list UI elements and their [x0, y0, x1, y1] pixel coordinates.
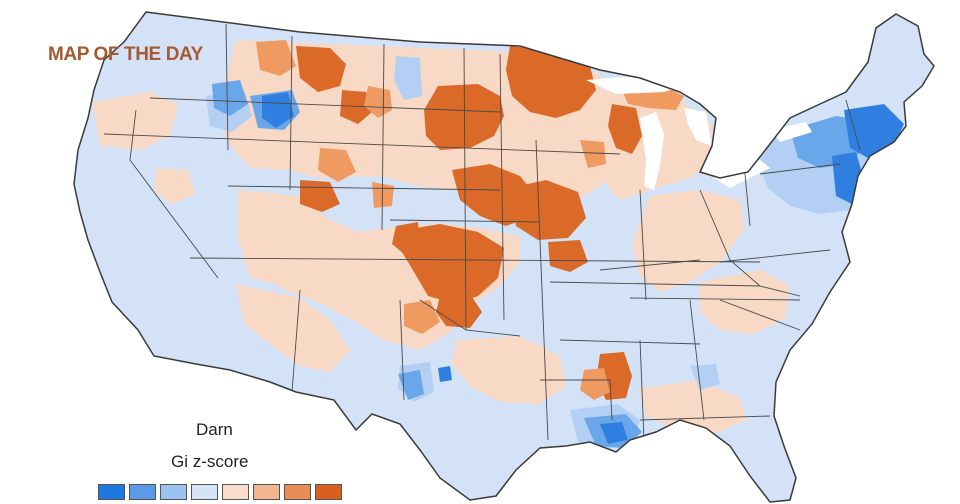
border-lat-40	[389, 219, 541, 223]
border-pennsylvania-ny	[759, 163, 841, 175]
border-lon-104	[381, 43, 385, 231]
legend-title: Darn	[196, 420, 233, 439]
border-california-nevada	[129, 109, 137, 161]
border-lat-45	[149, 97, 501, 113]
region-minnesota-dark	[506, 46, 596, 118]
region-southwest-light	[236, 284, 350, 372]
state-borders	[103, 12, 861, 441]
border-new-england	[845, 99, 861, 151]
border-lon-116	[225, 23, 229, 151]
lake-ontario	[770, 122, 812, 142]
border-kentucky	[599, 259, 701, 271]
region-iowa-south-dark	[548, 240, 588, 272]
region-montana-mid	[256, 40, 296, 76]
region-dakotas-dark	[424, 84, 504, 150]
region-montana-light-blue	[394, 56, 422, 100]
legend-swatch-8	[315, 484, 342, 500]
lake-michigan	[640, 112, 664, 190]
border-mississippi-alabama	[639, 339, 645, 441]
region-plains-mid-b	[318, 148, 356, 182]
region-idaho-mid-blue	[212, 80, 248, 116]
region-colorado-dark	[392, 222, 420, 254]
border-lon-111	[289, 35, 293, 191]
border-new-mexico-east	[399, 299, 405, 401]
border-lon-91	[535, 139, 549, 441]
region-montana-dark-b	[340, 90, 372, 124]
border-ohio-pennsylvania	[743, 163, 751, 227]
region-wisconsin-dark	[608, 104, 642, 154]
lake-huron	[684, 108, 712, 146]
region-southeast-light-blue	[690, 364, 720, 390]
border-new-mexico-west	[291, 289, 301, 393]
border-lat-35	[629, 297, 801, 301]
legend-swatch-3	[160, 484, 187, 500]
region-midwest-mid	[580, 140, 606, 168]
legend-swatch-7	[284, 484, 311, 500]
region-montana-dark-blue	[262, 92, 294, 128]
border-lon-97	[463, 47, 467, 331]
border-lat-36	[549, 281, 761, 287]
region-oklahoma-east-dark	[436, 294, 482, 328]
mid-orange-regions	[256, 40, 684, 400]
border-nevada-diagonal	[129, 159, 219, 279]
region-wyoming-dark	[300, 180, 340, 212]
legend-swatch-6	[253, 484, 280, 500]
dark-orange-regions	[296, 46, 642, 400]
border-lat-42	[103, 133, 621, 155]
border-illinois-indiana	[639, 189, 647, 301]
region-southern-plains-mid	[404, 300, 440, 334]
legend-subtitle: Gi z-score	[171, 452, 249, 471]
border-lon-94	[499, 53, 505, 321]
legend-color-scale	[98, 484, 346, 500]
border-lat-41	[227, 185, 501, 191]
map-headline: MAP OF THE DAY	[48, 44, 203, 65]
border-lat-37	[189, 257, 761, 263]
border-appalachian	[699, 189, 801, 297]
region-iowa-dark	[510, 180, 586, 240]
region-texas-light	[452, 336, 566, 404]
region-mississippi-mid	[580, 368, 610, 400]
legend-swatch-1	[98, 484, 125, 500]
region-plains-mid-a	[364, 86, 392, 118]
region-texas-mid-blue	[398, 370, 424, 400]
border-louisiana	[540, 379, 613, 421]
border-georgia	[689, 299, 705, 421]
region-louisiana-dark-blue	[600, 422, 628, 444]
region-texas-dark-blue	[438, 366, 452, 382]
region-california-light	[154, 168, 196, 204]
region-ohio-valley-light	[632, 190, 744, 292]
region-montana-dark-a	[296, 46, 346, 92]
legend-swatch-5	[222, 484, 249, 500]
border-carolina	[719, 299, 801, 331]
border-florida-north	[639, 415, 771, 421]
border-texas-red-river	[419, 299, 521, 337]
border-lat-33	[559, 339, 701, 345]
legend-swatch-4	[191, 484, 218, 500]
legend-swatch-2	[129, 484, 156, 500]
region-plains-mid-c	[372, 182, 394, 208]
region-kansas-oklahoma-dark	[402, 224, 504, 304]
border-virginia	[719, 249, 831, 263]
